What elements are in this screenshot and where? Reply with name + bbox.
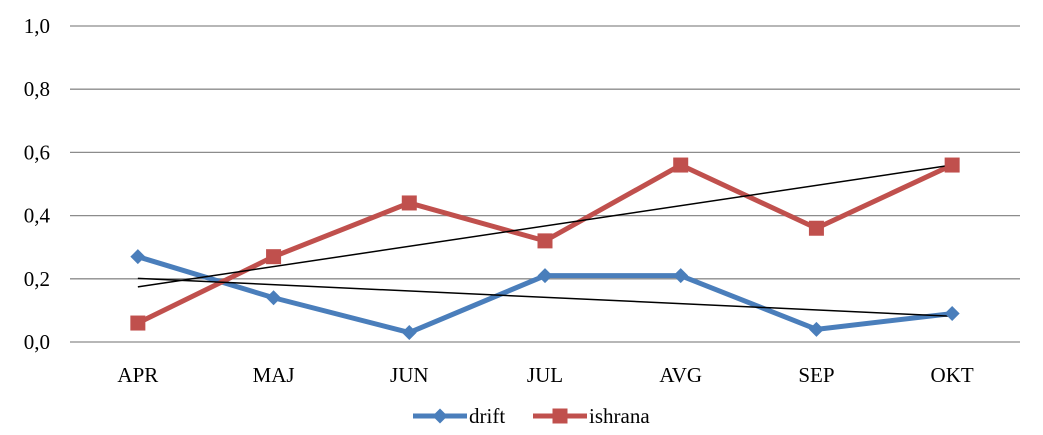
gridlines — [70, 25, 1020, 343]
data-point-drift — [266, 290, 282, 306]
legend-label: drift — [469, 404, 505, 428]
data-point-drift — [401, 325, 417, 341]
data-point-ishrana — [673, 157, 689, 173]
y-tick-label: 0,8 — [24, 77, 50, 101]
legend-marker-ishrana — [552, 408, 568, 424]
data-point-drift — [130, 249, 146, 265]
trendline-ishrana — [137, 164, 953, 288]
x-tick-label: APR — [117, 363, 158, 387]
legend: drift ishrana — [413, 404, 650, 428]
series-markers — [130, 157, 960, 341]
series-lines — [135, 162, 955, 336]
x-tick-label: OKT — [931, 363, 974, 387]
legend-item-drift: drift — [413, 404, 505, 428]
trendlines — [137, 164, 953, 318]
legend-item-ishrana: ishrana — [533, 404, 650, 428]
data-point-drift — [537, 268, 553, 284]
data-point-ishrana — [808, 220, 824, 236]
data-point-ishrana — [266, 249, 282, 265]
data-point-ishrana — [944, 157, 960, 173]
data-point-ishrana — [401, 195, 417, 211]
y-tick-label: 0,2 — [24, 267, 50, 291]
y-tick-label: 0,4 — [24, 204, 51, 228]
x-axis-tick-labels: APR MAJ JUN JUL AVG SEP OKT — [117, 363, 973, 387]
data-point-drift — [944, 306, 960, 322]
x-tick-label: MAJ — [253, 363, 295, 387]
data-point-ishrana — [130, 315, 146, 331]
y-tick-label: 0,0 — [24, 330, 50, 354]
legend-marker-drift — [432, 408, 448, 424]
legend-label: ishrana — [589, 404, 650, 428]
y-axis-tick-labels: 0,0 0,2 0,4 0,6 0,8 1,0 — [24, 14, 51, 354]
x-tick-label: SEP — [798, 363, 834, 387]
y-tick-label: 0,6 — [24, 140, 50, 164]
x-tick-label: AVG — [659, 363, 702, 387]
x-tick-label: JUL — [527, 363, 563, 387]
data-point-ishrana — [537, 233, 553, 249]
data-point-drift — [673, 268, 689, 284]
trendline-drift — [137, 277, 953, 318]
y-tick-label: 1,0 — [24, 14, 50, 38]
data-point-drift — [808, 321, 824, 337]
x-tick-label: JUN — [390, 363, 429, 387]
